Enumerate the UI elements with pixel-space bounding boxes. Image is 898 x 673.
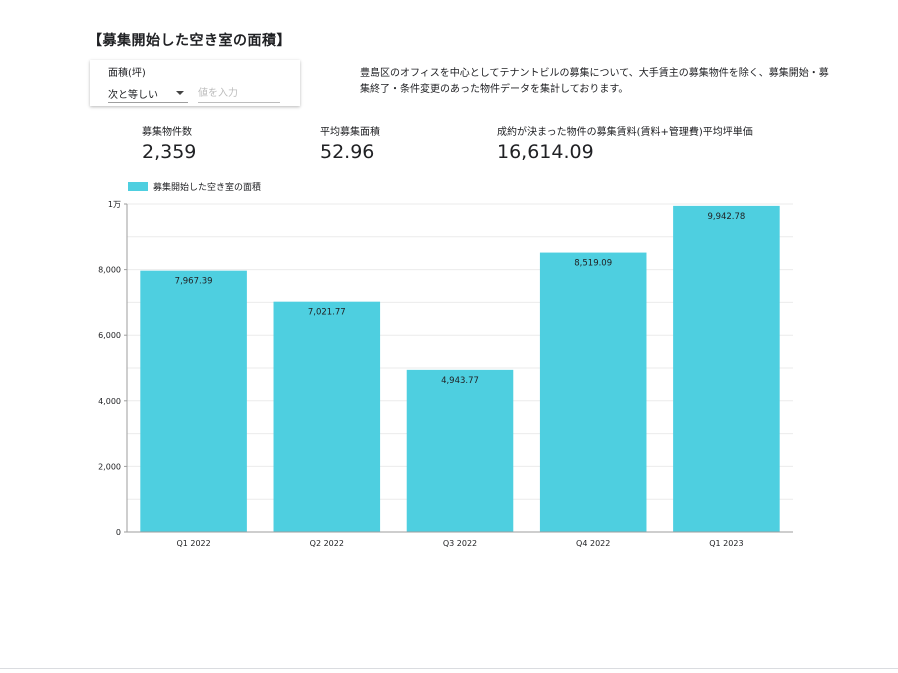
- report-description: 豊島区のオフィスを中心としてテナントビルの募集について、大手賃主の募集物件を除く…: [360, 68, 829, 95]
- data-label: 8,519.09: [574, 259, 612, 269]
- data-label: 4,943.77: [441, 376, 479, 386]
- kpi-value: 16,614.09: [497, 141, 594, 163]
- y-tick-label: 0: [116, 528, 121, 537]
- x-tick-label: Q3 2022: [443, 539, 477, 548]
- kpi-value: 52.96: [320, 141, 375, 163]
- bottom-divider: [0, 668, 898, 669]
- kpi-label: 成約が決まった物件の募集賃料(賃料+管理費)平均坪単価: [497, 127, 753, 138]
- data-label: 7,021.77: [308, 308, 346, 318]
- page-title: 【募集開始した空き室の面積】: [88, 33, 291, 49]
- bar: [406, 369, 514, 532]
- y-tick-label: 2,000: [98, 462, 121, 471]
- y-tick-label: 4,000: [98, 397, 121, 406]
- bar: [273, 301, 381, 532]
- filter-value-input[interactable]: [198, 84, 280, 103]
- data-label: 9,942.78: [707, 212, 745, 222]
- area-filter-control: 面積(坪) 次と等しい: [90, 60, 300, 106]
- filter-operator-value: 次と等しい: [108, 90, 158, 101]
- caret-down-icon: [176, 91, 184, 95]
- bar: [539, 252, 647, 532]
- x-tick-label: Q4 2022: [576, 539, 610, 548]
- legend-label: 募集開始した空き室の面積: [153, 183, 262, 193]
- y-tick-label: 6,000: [98, 331, 121, 340]
- chart-legend: 募集開始した空き室の面積: [128, 180, 261, 193]
- bar: [673, 205, 780, 532]
- bar: [140, 270, 247, 532]
- kpi-listing-count: 募集物件数 2,359: [142, 123, 196, 163]
- kpi-average-rent: 成約が決まった物件の募集賃料(賃料+管理費)平均坪単価 16,614.09: [497, 123, 753, 163]
- kpi-value: 2,359: [142, 141, 197, 163]
- kpi-average-area: 平均募集面積 52.96: [320, 123, 380, 163]
- data-label: 7,967.39: [175, 277, 213, 287]
- x-tick-label: Q2 2022: [310, 539, 344, 548]
- legend-swatch: [128, 182, 148, 191]
- y-tick-label: 1万: [108, 200, 121, 209]
- x-tick-label: Q1 2022: [176, 539, 210, 548]
- kpi-label: 募集物件数: [142, 127, 192, 138]
- y-tick-label: 8,000: [98, 266, 121, 275]
- x-tick-label: Q1 2023: [709, 539, 743, 548]
- kpi-label: 平均募集面積: [320, 127, 380, 138]
- filter-label: 面積(坪): [108, 68, 146, 79]
- filter-operator-select[interactable]: 次と等しい: [108, 84, 188, 103]
